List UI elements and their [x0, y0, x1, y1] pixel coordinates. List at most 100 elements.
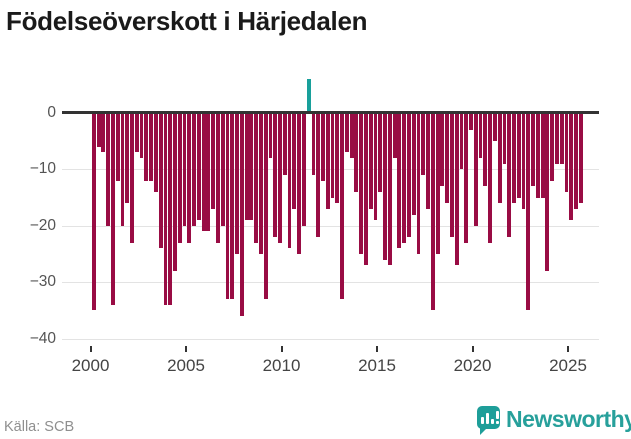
badge-exclamation-icon [496, 411, 499, 419]
bar-2006Q3 [216, 114, 220, 243]
bar-2000Q4 [106, 114, 111, 226]
gridline--40 [62, 338, 599, 340]
x-tick-2010 [280, 346, 283, 352]
bar-2018Q3 [445, 114, 450, 204]
bar-2005Q3 [196, 114, 201, 221]
bar-2005Q1 [187, 114, 192, 243]
bar-2022Q1 [512, 114, 516, 204]
bar-2007Q4 [239, 114, 244, 317]
bar-2013Q2 [344, 114, 349, 153]
bar-2024Q4 [564, 114, 569, 192]
x-tick-label-2015: 2015 [358, 356, 396, 375]
x-tick-2005 [185, 346, 187, 352]
bar-2022Q3 [521, 114, 526, 209]
bar-2025Q2 [574, 114, 578, 209]
bar-2005Q2 [192, 114, 196, 226]
bar-2000Q2 [96, 114, 101, 147]
bar-2009Q1 [263, 114, 268, 300]
bar-2011Q1 [301, 114, 306, 226]
page-title: Födelseöverskott i Härjedalen [6, 6, 368, 36]
bar-2016Q4 [411, 114, 416, 215]
bar-2016Q2 [402, 114, 407, 243]
bar-2003Q2 [153, 114, 158, 192]
badge-tail [480, 428, 487, 435]
bar-2010Q1 [282, 114, 287, 176]
bar-2000Q3 [101, 114, 106, 153]
y-tick-label--40: −40 [29, 329, 56, 347]
bar-2003Q1 [149, 114, 154, 181]
bar-2018Q1 [435, 114, 440, 254]
y-tick-label--20: −20 [29, 216, 56, 234]
y-tick-label--10: −10 [29, 160, 56, 178]
bar-2015Q1 [378, 114, 383, 192]
bar-2015Q3 [387, 114, 392, 266]
bar-2008Q1 [244, 114, 249, 221]
bar-2004Q4 [182, 114, 187, 226]
source-label: Källa: SCB [4, 419, 75, 435]
badge-exclamation-dot-icon [496, 421, 499, 424]
bar-2007Q2 [230, 114, 235, 300]
bar-2005Q4 [201, 114, 206, 232]
bar-2006Q4 [220, 114, 225, 226]
zero-axis-line [62, 111, 599, 114]
bar-2023Q1 [531, 114, 535, 187]
bar-2001Q1 [110, 114, 115, 305]
bar-2013Q1 [340, 114, 345, 300]
bar-2017Q3 [426, 114, 430, 209]
bar-2001Q4 [125, 114, 130, 204]
bar-2012Q3 [330, 114, 335, 198]
gridline--30 [62, 282, 599, 284]
newsworthy-logo: Newsworthy [477, 406, 631, 436]
y-tick-label-0: 0 [47, 104, 56, 121]
x-tick-label-2020: 2020 [453, 356, 492, 375]
bar-2020Q3 [483, 114, 488, 187]
bar-2022Q4 [526, 114, 531, 311]
bar-2024Q3 [559, 114, 564, 164]
bar-2019Q3 [464, 114, 469, 243]
bar-2012Q4 [335, 114, 340, 204]
bar-2024Q2 [555, 114, 559, 164]
badge-bar-icon [491, 419, 494, 424]
bar-2000Q1 [91, 114, 96, 311]
bar-2013Q3 [349, 114, 354, 159]
x-tick-2000 [89, 346, 92, 352]
bar-2004Q1 [168, 114, 173, 305]
bar-2017Q4 [430, 114, 435, 311]
bar-2009Q3 [273, 114, 278, 238]
bar-2009Q2 [268, 114, 273, 159]
bar-2020Q4 [488, 114, 493, 243]
bar-2002Q3 [139, 114, 144, 159]
bar-2010Q3 [292, 114, 297, 209]
bar-2002Q4 [144, 114, 149, 181]
bar-2023Q2 [535, 114, 540, 198]
x-tick-label-2010: 2010 [262, 356, 301, 375]
bar-2004Q3 [177, 114, 182, 243]
bar-2014Q3 [368, 114, 373, 209]
bar-2022Q2 [516, 114, 521, 198]
bar-2007Q3 [235, 114, 239, 254]
bar-2006Q2 [211, 114, 216, 209]
bar-2021Q4 [507, 114, 512, 238]
bar-2012Q2 [325, 114, 330, 209]
bar-2008Q3 [254, 114, 259, 243]
x-tick-label-2025: 2025 [549, 356, 587, 375]
x-tick-2025 [567, 346, 569, 352]
x-tick-2015 [376, 346, 378, 352]
bar-2025Q3 [578, 114, 583, 204]
bar-2021Q3 [502, 114, 507, 164]
bar-2019Q2 [459, 114, 464, 170]
bar-2004Q2 [173, 114, 177, 271]
bar-2025Q1 [569, 114, 574, 221]
bar-2016Q1 [397, 114, 402, 249]
bar-2009Q4 [278, 114, 282, 243]
bar-2021Q1 [492, 114, 497, 142]
newsworthy-badge-icon [477, 406, 500, 429]
bar-2018Q4 [449, 114, 454, 238]
bar-2007Q1 [225, 114, 230, 300]
bar-2014Q1 [359, 114, 364, 254]
bar-2006Q1 [206, 114, 211, 232]
bar-2011Q2 [306, 79, 311, 114]
bar-2014Q2 [364, 114, 368, 266]
bar-2011Q4 [316, 114, 321, 238]
